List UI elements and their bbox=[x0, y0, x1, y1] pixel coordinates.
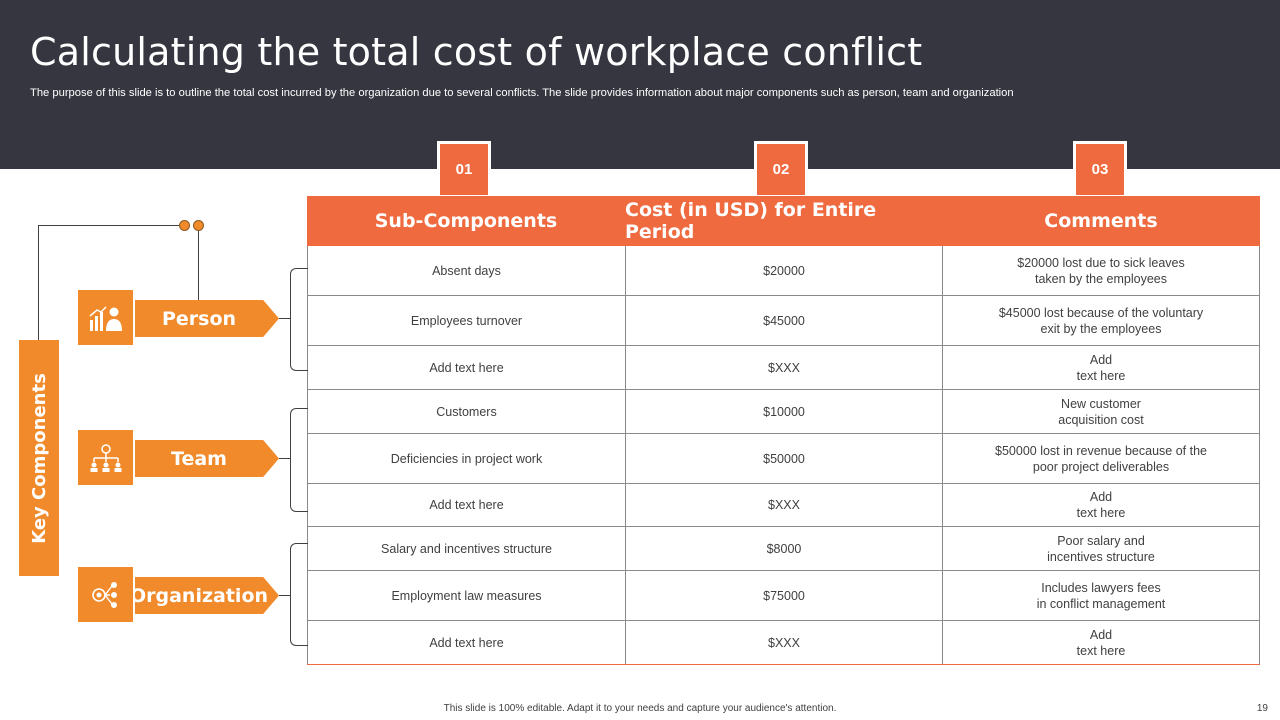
connector-line bbox=[38, 225, 39, 341]
cell-comment: New customer acquisition cost bbox=[942, 390, 1260, 433]
header-comments: Comments bbox=[1044, 210, 1158, 232]
organization-network-icon bbox=[91, 581, 117, 608]
table-row: Add text here $XXX Add text here bbox=[307, 346, 1260, 390]
connector-line bbox=[198, 226, 199, 300]
table-row: Employment law measures $75000 Includes … bbox=[307, 571, 1260, 621]
cell-cost: $50000 bbox=[625, 434, 942, 483]
connector-line bbox=[279, 318, 291, 319]
cell-sub: Add text here bbox=[307, 346, 625, 389]
table-row: Salary and incentives structure $8000 Po… bbox=[307, 527, 1260, 571]
connector-dot bbox=[179, 220, 190, 231]
connector-line bbox=[279, 458, 291, 459]
cell-comment: $50000 lost in revenue because of the po… bbox=[942, 434, 1260, 483]
header-sub-components: Sub-Components bbox=[374, 210, 558, 232]
table-row: Absent days $20000 $20000 lost due to si… bbox=[307, 246, 1260, 296]
cell-cost: $XXX bbox=[625, 621, 942, 664]
cell-comment: Poor salary and incentives structure bbox=[942, 527, 1260, 570]
cell-comment: $45000 lost because of the voluntary exi… bbox=[942, 296, 1260, 345]
table-row: Employees turnover $45000 $45000 lost be… bbox=[307, 296, 1260, 346]
organization-icon-box bbox=[78, 567, 133, 622]
table-row: Customers $10000 New customer acquisitio… bbox=[307, 390, 1260, 434]
table-row: Add text here $XXX Add text here bbox=[307, 484, 1260, 527]
key-components-bar: Key Components bbox=[19, 340, 59, 576]
table-row: Add text here $XXX Add text here bbox=[307, 621, 1260, 664]
connector-line bbox=[38, 225, 186, 226]
cell-cost: $75000 bbox=[625, 571, 942, 620]
cell-comment: Add text here bbox=[942, 346, 1260, 389]
person-growth-icon bbox=[89, 305, 122, 331]
organization-bracket bbox=[290, 543, 308, 646]
team-hierarchy-icon bbox=[90, 443, 121, 472]
cell-sub: Salary and incentives structure bbox=[307, 527, 625, 570]
footer-note: This slide is 100% editable. Adapt it to… bbox=[443, 703, 837, 714]
slide-title: Calculating the total cost of workplace … bbox=[30, 30, 923, 74]
cell-sub: Add text here bbox=[307, 621, 625, 664]
organization-label: Organization bbox=[135, 577, 279, 614]
number-badge-02: 02 bbox=[754, 141, 808, 195]
cell-sub: Absent days bbox=[307, 246, 625, 295]
cell-comment: Add text here bbox=[942, 621, 1260, 664]
cell-comment: Includes lawyers fees in conflict manage… bbox=[942, 571, 1260, 620]
cell-cost: $20000 bbox=[625, 246, 942, 295]
cell-sub: Employees turnover bbox=[307, 296, 625, 345]
connector-dot bbox=[193, 220, 204, 231]
cell-sub: Customers bbox=[307, 390, 625, 433]
cell-comment: Add text here bbox=[942, 484, 1260, 526]
cell-cost: $XXX bbox=[625, 346, 942, 389]
table-row: Deficiencies in project work $50000 $500… bbox=[307, 434, 1260, 484]
cell-comment: $20000 lost due to sick leaves taken by … bbox=[942, 246, 1260, 295]
cost-table: Sub-Components Cost (in USD) for Entire … bbox=[307, 196, 1260, 665]
page-number: 19 bbox=[1256, 703, 1268, 714]
table-header: Sub-Components Cost (in USD) for Entire … bbox=[307, 196, 1260, 246]
team-icon-box bbox=[78, 430, 133, 485]
slide-subtitle: The purpose of this slide is to outline … bbox=[30, 87, 1014, 99]
person-bracket bbox=[290, 268, 308, 371]
person-label: Person bbox=[135, 300, 279, 337]
team-bracket bbox=[290, 408, 308, 512]
header-band bbox=[0, 0, 1280, 169]
cell-cost: $8000 bbox=[625, 527, 942, 570]
cell-sub: Add text here bbox=[307, 484, 625, 526]
key-components-label: Key Components bbox=[28, 372, 50, 544]
connector-line bbox=[279, 595, 291, 596]
table-body: Absent days $20000 $20000 lost due to si… bbox=[307, 246, 1260, 665]
header-cost: Cost (in USD) for Entire Period bbox=[625, 199, 877, 243]
cell-sub: Deficiencies in project work bbox=[307, 434, 625, 483]
cell-cost: $45000 bbox=[625, 296, 942, 345]
number-badge-03: 03 bbox=[1073, 141, 1127, 195]
person-icon-box bbox=[78, 290, 133, 345]
team-label: Team bbox=[135, 440, 279, 477]
cell-cost: $10000 bbox=[625, 390, 942, 433]
cell-cost: $XXX bbox=[625, 484, 942, 526]
cell-sub: Employment law measures bbox=[307, 571, 625, 620]
number-badge-01: 01 bbox=[437, 141, 491, 195]
